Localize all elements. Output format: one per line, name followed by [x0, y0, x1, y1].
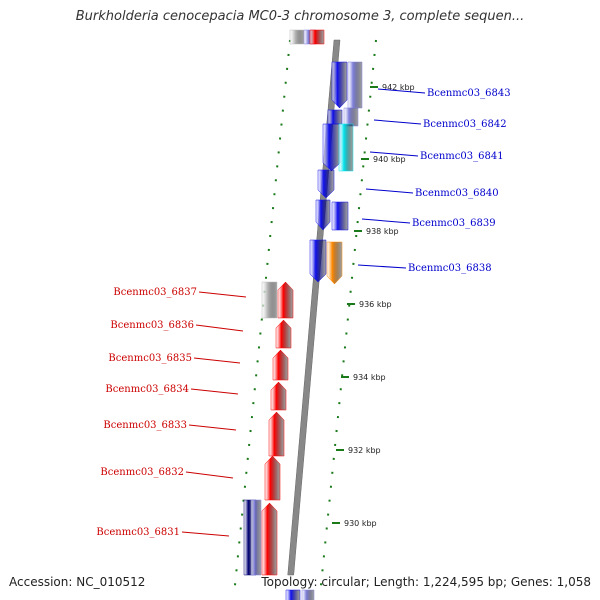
gene-feature-6841-b[interactable] — [338, 123, 354, 172]
gene-label[interactable]: Bcenmc03_6838 — [408, 263, 492, 274]
gene-feature-6831[interactable] — [261, 502, 278, 576]
gene-leader-line — [195, 324, 244, 332]
gene-feature-6840[interactable] — [317, 169, 335, 199]
gene-leader-line — [190, 388, 239, 395]
gene-feature-6838-b[interactable] — [326, 241, 343, 285]
gene-feature-6839-b[interactable] — [331, 201, 349, 231]
gene-leader-line — [188, 424, 237, 431]
gene-label[interactable]: Bcenmc03_6834 — [105, 384, 189, 395]
gene-label[interactable]: Bcenmc03_6841 — [420, 151, 504, 162]
gene-feature-6843[interactable] — [331, 61, 348, 109]
gene-feature-6839[interactable] — [315, 199, 331, 231]
gene-label[interactable]: Bcenmc03_6839 — [412, 218, 496, 229]
gene-feature-6834[interactable] — [270, 381, 287, 411]
gene-leader-line — [377, 88, 426, 94]
scale-label: 942 kbp — [382, 83, 415, 92]
gene-label[interactable]: Bcenmc03_6833 — [103, 420, 187, 431]
gene-feature-6832[interactable] — [264, 455, 281, 501]
scale-label: 932 kbp — [348, 446, 381, 455]
gene-feature-6842[interactable] — [327, 109, 343, 125]
gene-leader-line — [193, 357, 241, 364]
gene-leader-line — [361, 218, 411, 224]
scale-label: 930 kbp — [344, 519, 377, 528]
accession-label: Accession: NC_010512 — [9, 575, 146, 589]
gene-feature-6842-b[interactable] — [343, 107, 359, 127]
gene-label[interactable]: Bcenmc03_6842 — [423, 119, 507, 130]
gene-feature-top-red[interactable] — [309, 29, 325, 45]
gene-label[interactable]: Bcenmc03_6832 — [100, 467, 184, 478]
gene-leader-line — [365, 188, 414, 194]
scale-label: 936 kbp — [359, 300, 392, 309]
gene-leader-line — [181, 531, 230, 537]
gene-feature-top-gray[interactable] — [289, 29, 305, 45]
topology-label: Topology: circular; Length: 1,224,595 bp… — [261, 575, 591, 589]
gene-leader-line — [185, 471, 234, 479]
gene-feature-6837-b[interactable] — [261, 281, 278, 319]
gene-feature-6843-b[interactable] — [347, 61, 363, 109]
gene-label[interactable]: Bcenmc03_6835 — [108, 353, 192, 364]
gene-feature-bottom-blue[interactable] — [285, 589, 301, 600]
gene-label[interactable]: Bcenmc03_6831 — [96, 527, 180, 538]
gene-label[interactable]: Bcenmc03_6837 — [113, 287, 197, 298]
gene-feature-6838[interactable] — [309, 239, 327, 283]
gene-feature-6835[interactable] — [272, 349, 289, 381]
scale-label: 938 kbp — [366, 227, 399, 236]
gene-feature-6831-c[interactable] — [250, 499, 262, 576]
gene-feature-6841[interactable] — [322, 123, 341, 172]
gene-leader-line — [357, 264, 407, 269]
gene-label[interactable]: Bcenmc03_6836 — [110, 320, 194, 331]
scale-label: 940 kbp — [373, 155, 406, 164]
gene-leader-line — [198, 291, 247, 298]
gene-leader-line — [373, 119, 422, 125]
gene-feature-6836[interactable] — [275, 319, 292, 349]
gene-feature-6837[interactable] — [277, 281, 294, 319]
map-title: Burkholderia cenocepacia MC0-3 chromosom… — [75, 9, 525, 24]
gene-feature-6833[interactable] — [268, 411, 285, 457]
scale-label: 934 kbp — [353, 373, 386, 382]
gene-feature-bottom-lavender[interactable] — [301, 589, 315, 600]
gene-label[interactable]: Bcenmc03_6843 — [427, 88, 511, 99]
gene-label[interactable]: Bcenmc03_6840 — [415, 188, 499, 199]
gene-leader-line — [369, 151, 419, 157]
